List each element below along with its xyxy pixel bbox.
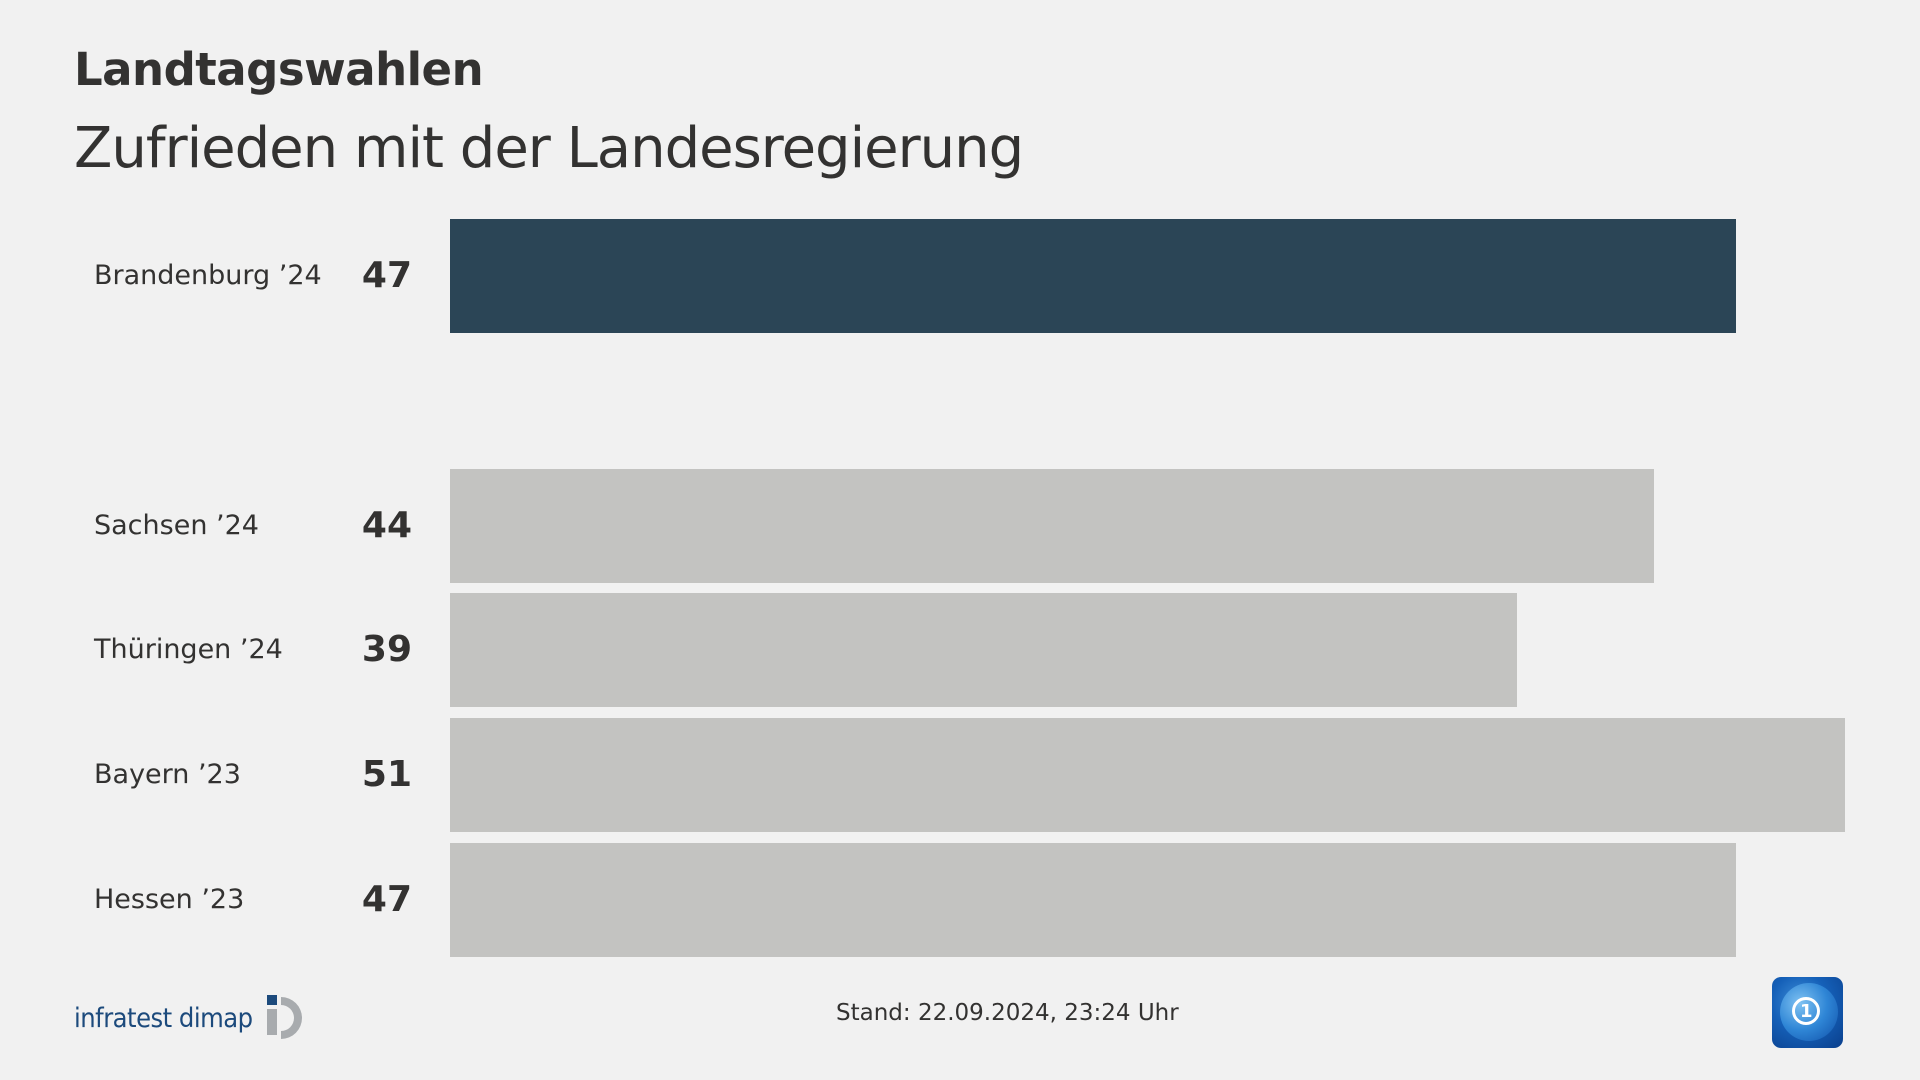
bar [450, 843, 1736, 957]
source-logo-text: infratest dimap [74, 1002, 253, 1034]
chart-subtitle: Zufrieden mit der Landesregierung [74, 116, 1024, 181]
bar-label: Sachsen ’24 [94, 510, 259, 541]
bar-row-sachsen: Sachsen ’24 44 [0, 469, 1920, 583]
timestamp: Stand: 22.09.2024, 23:24 Uhr [836, 1000, 1179, 1026]
bar-value: 47 [361, 255, 412, 296]
infratest-dimap-logo: infratest dimap [74, 995, 313, 1041]
bar-value: 44 [361, 505, 412, 546]
bar [450, 593, 1517, 707]
tagesschau-globe-icon: 1 [1772, 977, 1843, 1048]
bar-label: Brandenburg ’24 [94, 260, 322, 291]
bar [450, 718, 1845, 832]
bar-value: 39 [361, 629, 412, 670]
bar [450, 219, 1736, 333]
bar-row-hessen: Hessen ’23 47 [0, 843, 1920, 957]
bar-value: 51 [361, 754, 412, 795]
infratest-dimap-icon [266, 995, 313, 1041]
chart-title: Landtagswahlen [74, 43, 484, 96]
bar-label: Thüringen ’24 [94, 634, 283, 665]
bar-row-bayern: Bayern ’23 51 [0, 718, 1920, 832]
bar-label: Hessen ’23 [94, 884, 245, 915]
bar-value: 47 [361, 879, 412, 920]
bar-label: Bayern ’23 [94, 759, 241, 790]
bar [450, 469, 1654, 583]
bar-row-brandenburg: Brandenburg ’24 47 [0, 219, 1920, 333]
bar-row-thueringen: Thüringen ’24 39 [0, 593, 1920, 707]
